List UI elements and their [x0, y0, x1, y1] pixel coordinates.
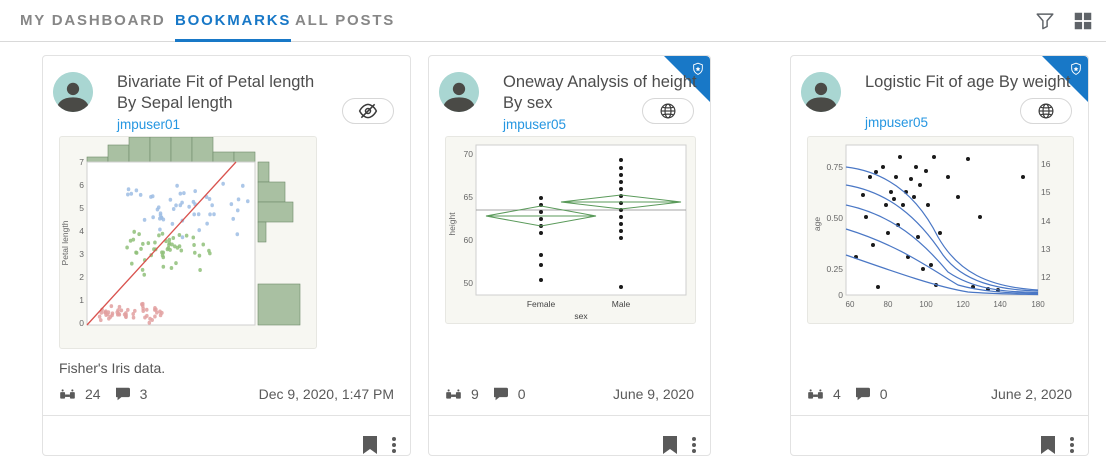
svg-text:height: height [447, 212, 457, 236]
svg-text:12: 12 [1041, 272, 1051, 282]
svg-text:16: 16 [1041, 159, 1051, 169]
svg-text:120: 120 [956, 300, 970, 309]
svg-text:age: age [812, 217, 822, 231]
svg-text:0.75: 0.75 [826, 162, 843, 172]
svg-text:7: 7 [79, 157, 84, 167]
svg-text:1: 1 [79, 295, 84, 305]
svg-text:70: 70 [464, 149, 474, 159]
svg-text:0: 0 [838, 290, 843, 300]
svg-text:0.25: 0.25 [826, 264, 843, 274]
svg-text:2: 2 [79, 272, 84, 282]
svg-text:140: 140 [993, 300, 1007, 309]
svg-text:Female: Female [527, 299, 556, 309]
svg-text:3: 3 [79, 249, 84, 259]
svg-text:65: 65 [464, 192, 474, 202]
svg-text:100: 100 [919, 300, 933, 309]
svg-text:0.50: 0.50 [826, 213, 843, 223]
svg-text:5: 5 [79, 203, 84, 213]
svg-text:sex: sex [574, 311, 588, 321]
svg-text:80: 80 [884, 300, 893, 309]
svg-text:0: 0 [79, 318, 84, 328]
svg-text:Petal length: Petal length [60, 220, 70, 265]
svg-text:14: 14 [1041, 216, 1051, 226]
svg-text:60: 60 [464, 235, 474, 245]
svg-text:180: 180 [1031, 300, 1045, 309]
svg-text:15: 15 [1041, 187, 1051, 197]
svg-text:4: 4 [79, 226, 84, 236]
svg-text:6: 6 [79, 180, 84, 190]
svg-text:50: 50 [464, 278, 474, 288]
svg-text:13: 13 [1041, 244, 1051, 254]
svg-text:60: 60 [846, 300, 855, 309]
svg-text:Male: Male [612, 299, 631, 309]
